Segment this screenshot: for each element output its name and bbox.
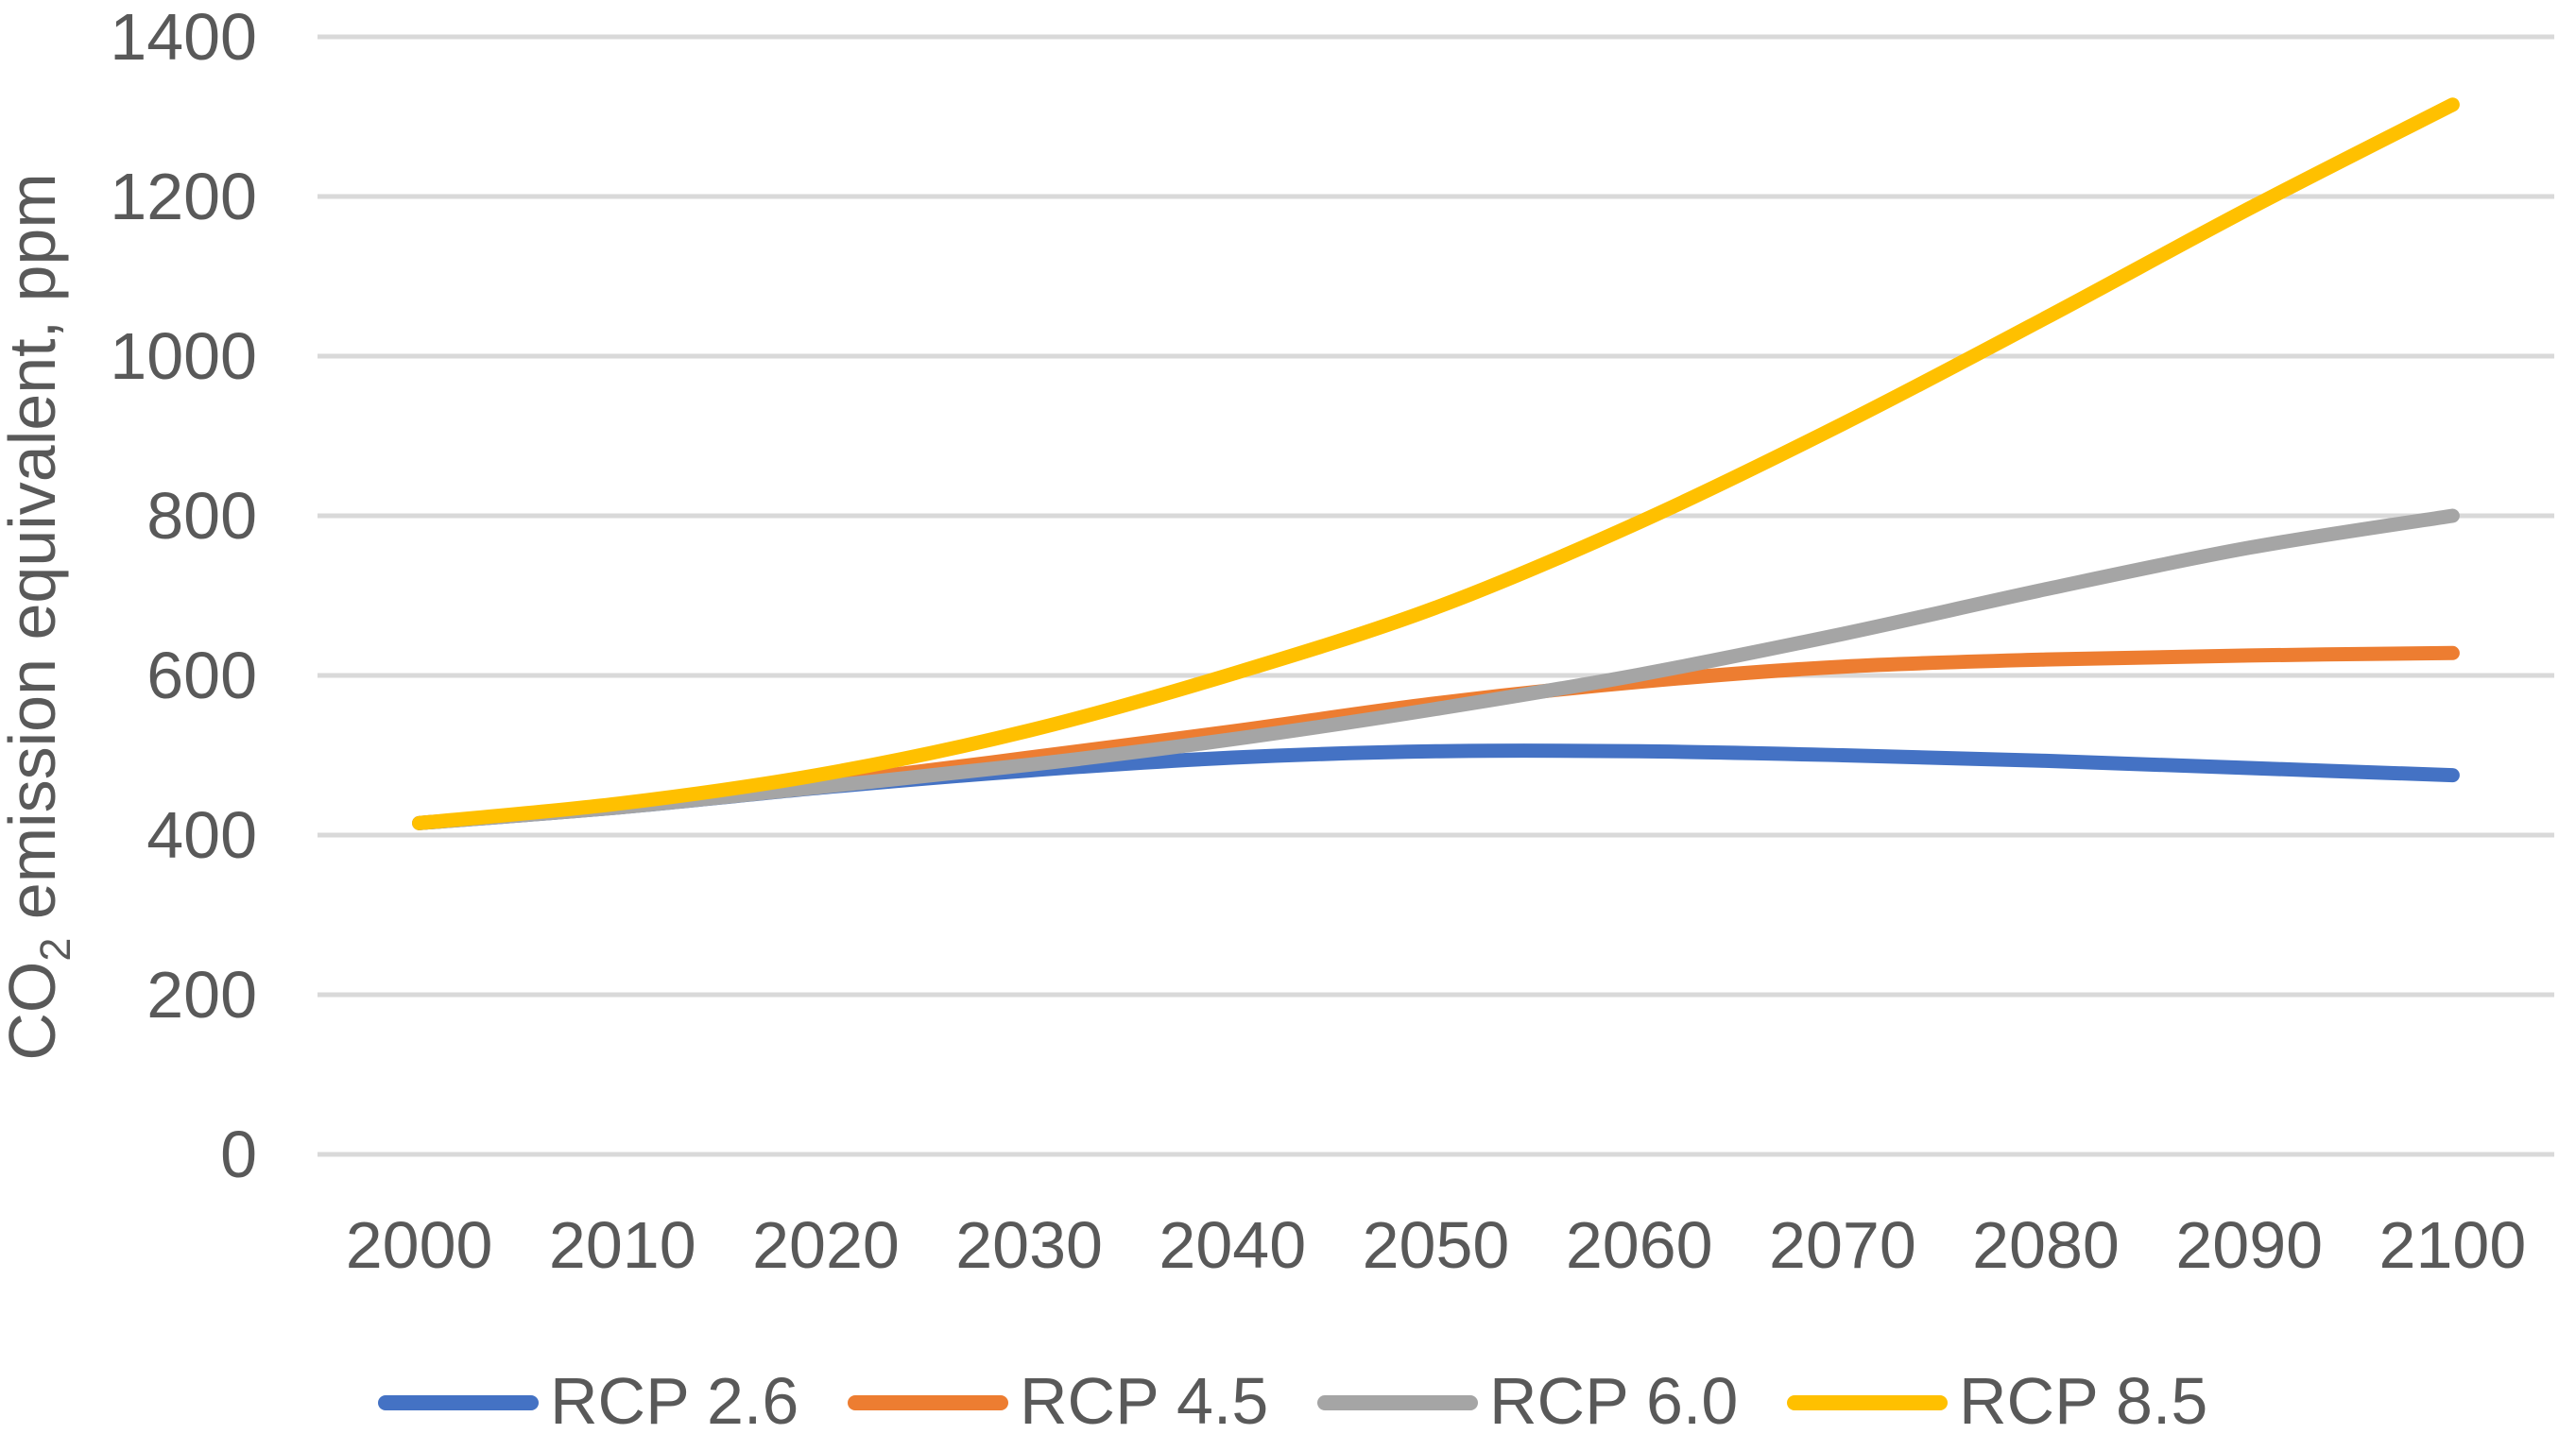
y-tick-label: 600 [146, 639, 257, 712]
legend: RCP 2.6 RCP 4.5 RCP 6.0 RCP 8.5 [378, 1364, 2207, 1438]
x-tick-label: 2070 [1769, 1208, 1916, 1282]
y-tick-label: 200 [146, 958, 257, 1032]
y-axis-tick-labels: 0 200 400 600 800 1000 1200 1400 [110, 0, 257, 1191]
y-tick-label: 400 [146, 798, 257, 872]
y-tick-label: 800 [146, 479, 257, 553]
x-tick-label: 2010 [549, 1208, 696, 1282]
legend-item-rcp-6-0: RCP 6.0 [1317, 1364, 1738, 1438]
x-tick-label: 2100 [2379, 1208, 2527, 1282]
x-tick-label: 2080 [1972, 1208, 2120, 1282]
x-tick-label: 2020 [752, 1208, 900, 1282]
y-tick-label: 1200 [110, 160, 257, 233]
y-tick-label: 0 [220, 1118, 257, 1191]
legend-label: RCP 2.6 [550, 1364, 799, 1438]
x-tick-label: 2090 [2175, 1208, 2323, 1282]
legend-label: RCP 8.5 [1959, 1364, 2207, 1438]
series-line-rcp-8-5 [412, 97, 2460, 830]
x-tick-label: 2030 [955, 1208, 1103, 1282]
y-axis-title: CO2 emission equivalent, ppm [0, 173, 79, 1060]
x-tick-label: 2000 [346, 1208, 493, 1282]
x-axis-tick-labels: 2000 2010 2020 2030 2040 2050 2060 2070 2080 2090… [346, 1208, 2527, 1282]
series-line-rcp-6-0 [412, 508, 2460, 830]
legend-label: RCP 6.0 [1489, 1364, 1738, 1438]
gridlines [318, 34, 2554, 1157]
x-tick-label: 2040 [1159, 1208, 1306, 1282]
x-tick-label: 2050 [1363, 1208, 1510, 1282]
legend-label: RCP 4.5 [1020, 1364, 1268, 1438]
x-tick-label: 2060 [1566, 1208, 1713, 1282]
legend-item-rcp-8-5: RCP 8.5 [1787, 1364, 2207, 1438]
legend-item-rcp-4-5: RCP 4.5 [848, 1364, 1268, 1438]
series-lines [412, 97, 2460, 830]
y-tick-label: 1400 [110, 0, 257, 74]
y-tick-label: 1000 [110, 319, 257, 393]
legend-item-rcp-2-6: RCP 2.6 [378, 1364, 799, 1438]
